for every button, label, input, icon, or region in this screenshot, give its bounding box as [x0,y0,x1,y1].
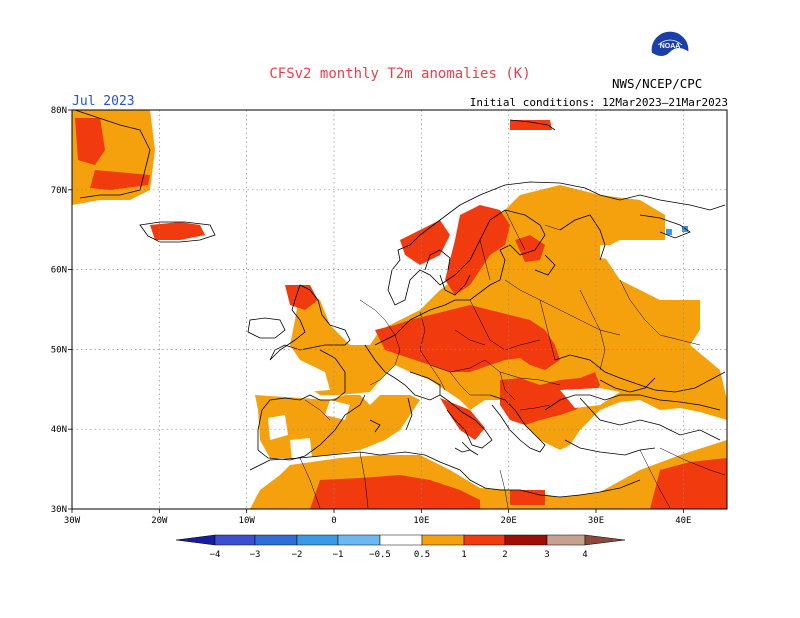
colorbar-segment [421,534,465,546]
lat-tick-label: 80N [51,106,67,116]
colorbar-tick-label: 3 [544,550,549,560]
lon-tick-label: 10W [239,516,256,526]
colorbar-tick-label: −1 [333,550,344,560]
colorbar-tick-label: −3 [250,550,261,560]
colorbar-segment [254,534,298,546]
anomaly-region-8 [515,235,545,262]
colorbar-extend-high [584,534,626,546]
lon-tick-label: 20W [151,516,168,526]
initial-conditions-label: Initial conditions: 12Mar2023–21Mar2023 [469,96,728,109]
colorbar-segment [337,534,381,546]
colorbar-segment [463,534,506,546]
neutral-region-0 [560,388,620,408]
map-frame [71,109,728,510]
lon-tick-label: 20E [501,516,517,526]
neutral-region-3 [600,245,620,260]
anomaly-region-2 [90,170,150,190]
colorbar-tick-label: 2 [502,550,507,560]
anomaly-region-9 [285,285,318,310]
neutral-region-2 [325,400,350,420]
anomaly-region-11 [500,372,600,425]
colorbar: −4 −3 −2 −1 −0.5 0.5 1 2 3 4 [175,534,626,560]
colorbar-segment [296,534,339,546]
anomaly-region-16 [510,120,552,130]
svg-text:NOAA: NOAA [660,43,681,50]
lat-tick-label: 60N [51,266,67,276]
negative-anomaly-cell-2 [682,226,688,232]
country-borders [299,209,726,509]
colorbar-tick-label: −4 [210,550,221,560]
neutral-region-1 [295,360,330,392]
anomaly-region-6 [445,205,510,295]
colorbar-segment [504,534,548,546]
colorbar-tick-label: −2 [292,550,303,560]
lon-tick-label: 10E [413,516,429,526]
noaa-logo-icon: NOAA [650,30,690,70]
anomaly-region-10 [150,222,205,240]
neutral-region-4 [268,415,288,440]
anomaly-region-1 [75,118,105,165]
coastlines [74,109,726,498]
anomaly-shading [72,110,727,509]
lon-tick-label: 40E [675,516,691,526]
colorbar-tick-label: −0.5 [369,550,391,560]
colorbar-segment [546,534,586,546]
map-title: CFSv2 monthly T2m anomalies (K) [269,66,531,82]
colorbar-segment [214,534,256,546]
colorbar-extend-low [175,534,216,546]
lat-tick-label: 40N [51,425,67,435]
colorbar-tick-label: 1 [461,550,466,560]
anomaly-region-14 [310,475,480,509]
lat-tick-label: 30N [51,505,67,515]
colorbar-tick-label: 0.5 [414,550,430,560]
colorbar-segment [379,534,423,546]
axis-ticks: 30W 20W 10W 0 10E 20E 30E 40E 80N 70N 60N 50N 40N 30N [51,106,692,526]
negative-anomaly-cell-1 [666,229,672,235]
colorbar-tick-label: 4 [582,550,587,560]
lat-tick-label: 70N [51,186,67,196]
map-gridlines [72,110,727,509]
lon-tick-label: 30W [64,516,81,526]
lon-tick-label: 0 [331,516,336,526]
anomaly-region-7 [400,220,450,265]
organization-label: NWS/NCEP/CPC [612,76,703,91]
lat-tick-label: 50N [51,345,67,355]
lon-tick-label: 30E [588,516,604,526]
anomaly-region-15 [650,458,727,509]
valid-month-label: Jul 2023 [72,94,135,109]
